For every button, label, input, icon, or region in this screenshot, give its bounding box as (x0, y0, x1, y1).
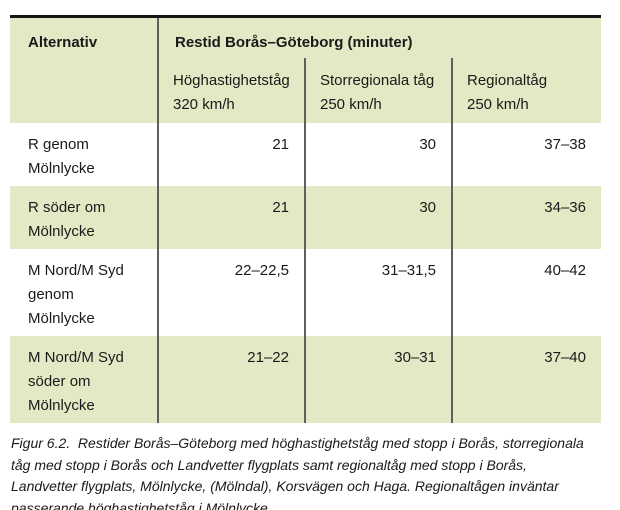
header-cell-regionaltag: Regionaltåg 250 km/h (451, 58, 601, 123)
row-label-line: genom (28, 286, 74, 303)
header-cell-hoghastighetstag: Höghastighetståg 320 km/h (157, 58, 305, 123)
cell-value: 30 (304, 186, 452, 249)
row-label: R söder om Mölnlycke (10, 186, 158, 249)
cell-value: 31–31,5 (304, 249, 452, 336)
caption-line: Figur 6.2. Restider Borås–Göteborg med h… (11, 435, 584, 451)
table-row: M Nord/M Syd söder om Mölnlycke 21–22 30… (10, 336, 601, 423)
cell-value: 30 (304, 123, 452, 186)
cell-value: 37–38 (451, 123, 601, 186)
caption-line: Landvetter flygplats, Mölnlycke, (Mölnda… (11, 478, 559, 495)
subcolumn-speed: 250 km/h (320, 96, 382, 113)
caption-line: tåg med stopp i Borås och Landvetter fly… (11, 456, 527, 473)
row-label-line: M Nord/M Syd (28, 262, 124, 279)
cell-value: 21 (157, 186, 305, 249)
cell-value: 34–36 (451, 186, 601, 249)
subcolumn-name: Höghastighetståg (173, 72, 290, 89)
cell-value: 21–22 (157, 336, 305, 423)
caption-line: passerande höghastighetståg i Mölnlycke. (11, 500, 272, 510)
table-row: R söder om Mölnlycke 21 30 34–36 (10, 186, 601, 249)
cell-value: 30–31 (304, 336, 452, 423)
row-label-line: R söder om (28, 199, 106, 216)
row-label-line: Mölnlycke (28, 223, 95, 240)
row-label-line: Mölnlycke (28, 310, 95, 327)
table-header: Alternativ Restid Borås–Göteborg (minute… (10, 16, 601, 123)
header-cell-restid-title: Restid Borås–Göteborg (minuter) (157, 16, 601, 58)
figure-caption: Figur 6.2. Restider Borås–Göteborg med h… (11, 433, 611, 510)
travel-time-table: Alternativ Restid Borås–Göteborg (minute… (10, 15, 601, 423)
subcolumn-speed: 320 km/h (173, 96, 235, 113)
row-label-line: Mölnlycke (28, 397, 95, 414)
subcolumn-name: Storregionala tåg (320, 72, 435, 89)
cell-value: 22–22,5 (157, 249, 305, 336)
row-label-line: R genom (28, 136, 89, 153)
subcolumn-speed: 250 km/h (467, 96, 529, 113)
table-body: R genom Mölnlycke 21 30 37–38 R söder om… (10, 123, 601, 423)
table-row: R genom Mölnlycke 21 30 37–38 (10, 123, 601, 186)
cell-value: 37–40 (451, 336, 601, 423)
row-label: R genom Mölnlycke (10, 123, 158, 186)
header-cell-alternativ: Alternativ (10, 16, 158, 123)
row-label: M Nord/M Syd genom Mölnlycke (10, 249, 158, 336)
subcolumn-name: Regionaltåg (467, 72, 548, 89)
row-label-line: Mölnlycke (28, 160, 95, 177)
cell-value: 21 (157, 123, 305, 186)
header-row-title: Alternativ Restid Borås–Göteborg (minute… (10, 16, 601, 123)
cell-value: 40–42 (451, 249, 601, 336)
row-label-line: M Nord/M Syd (28, 349, 124, 366)
row-label-line: söder om (28, 373, 91, 390)
row-label: M Nord/M Syd söder om Mölnlycke (10, 336, 158, 423)
table-row: M Nord/M Syd genom Mölnlycke 22–22,5 31–… (10, 249, 601, 336)
header-cell-storregionala: Storregionala tåg 250 km/h (304, 58, 452, 123)
header-row-subcolumns: Höghastighetståg 320 km/h Storregionala … (10, 58, 601, 123)
